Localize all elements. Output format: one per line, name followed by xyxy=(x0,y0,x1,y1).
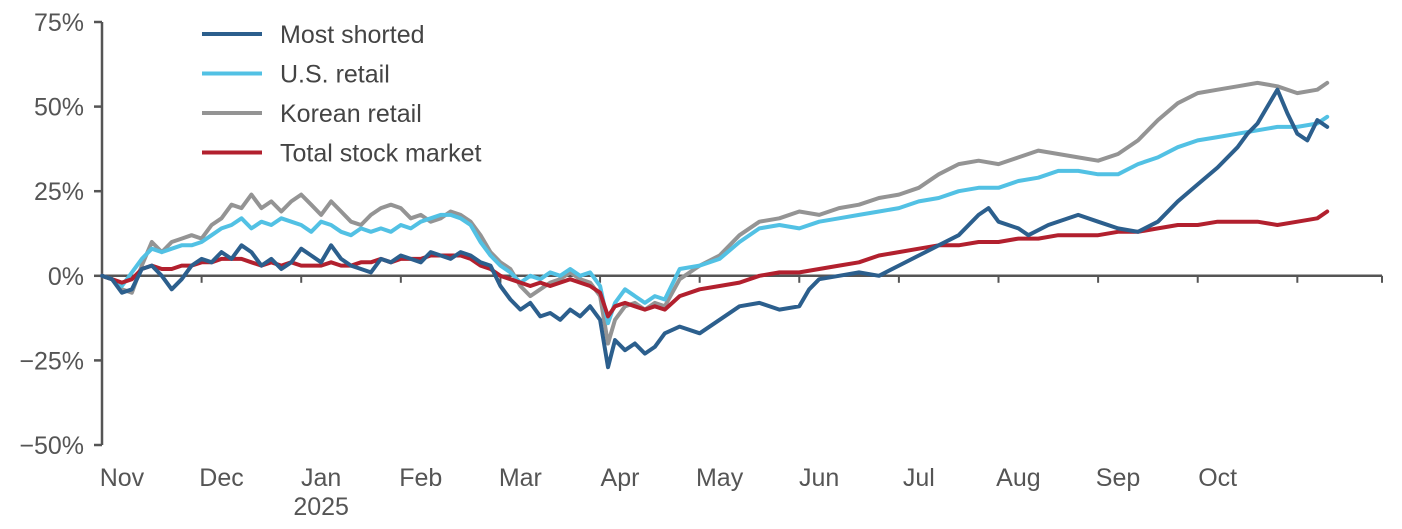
x-tick-label: May xyxy=(696,464,744,492)
legend: Most shorted U.S. retail Korean retail Tota… xyxy=(202,21,482,168)
x-tick-label: Jun xyxy=(799,464,839,492)
x-tick-label: Jul xyxy=(903,464,935,492)
y-tick-label: 75% xyxy=(34,9,84,37)
legend-label: Korean retail xyxy=(280,100,422,128)
x-tick-label: Aug xyxy=(996,464,1040,492)
x-tick-label: Apr xyxy=(601,464,640,492)
x-tick-label: Oct xyxy=(1198,464,1237,492)
series-lines xyxy=(100,80,1330,370)
x-tick-label: Feb xyxy=(399,464,442,492)
y-axis: 75% 50% 25% 0% −25% −50% xyxy=(19,9,104,460)
legend-label: Total stock market xyxy=(280,140,482,168)
x-tick-year-label: 2025 xyxy=(293,493,349,521)
y-tick-label: −25% xyxy=(19,347,84,375)
x-tick-label: Sep xyxy=(1096,464,1140,492)
x-tick-label: Dec xyxy=(199,464,243,492)
y-tick-label: 0% xyxy=(48,263,84,291)
y-tick-label: 25% xyxy=(34,178,84,206)
x-tick-label: Jan xyxy=(301,464,341,492)
legend-label: U.S. retail xyxy=(280,61,390,89)
series-line-most-shorted xyxy=(100,87,1330,370)
x-tick-label: Mar xyxy=(499,464,542,492)
y-tick-label: 50% xyxy=(34,94,84,122)
y-tick-label: −50% xyxy=(19,432,84,460)
x-tick-label: Nov xyxy=(100,464,145,492)
series-line-u-s-retail xyxy=(100,114,1330,326)
series-line-korean-retail xyxy=(100,80,1330,346)
legend-label: Most shorted xyxy=(280,21,425,49)
series-line-total-stock-market xyxy=(100,209,1330,319)
